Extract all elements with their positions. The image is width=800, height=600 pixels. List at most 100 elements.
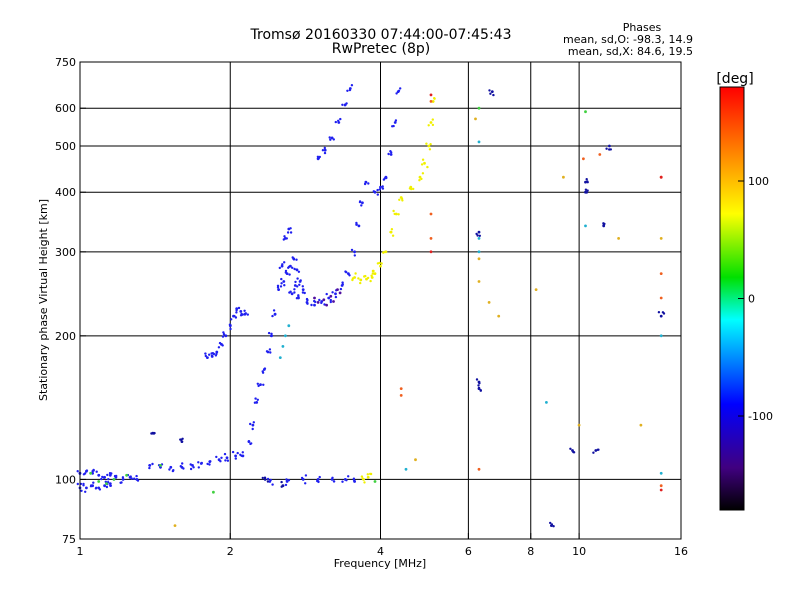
data-point [279,285,283,288]
data-point [338,291,342,295]
colorbar-tick-label: 100 [748,175,769,188]
data-point [598,153,602,156]
data-point [280,277,283,281]
data-point [101,475,104,479]
data-point [497,314,501,318]
data-point [428,148,432,151]
data-point [380,262,383,265]
data-point [357,224,361,228]
data-point [431,118,434,121]
data-point [478,234,481,237]
data-point [562,175,565,179]
data-point [602,224,605,227]
data-point [209,460,212,463]
data-point [345,271,348,274]
data-point [394,119,398,122]
data-point [277,288,280,291]
data-point [108,482,112,485]
data-point [592,451,595,454]
data-point [83,472,87,475]
data-point [281,263,284,266]
data-point [220,456,223,459]
data-point [189,467,193,471]
data-point [262,383,265,386]
data-point [376,188,379,192]
data-point [414,458,417,462]
data-point [285,478,288,481]
data-point [412,187,415,191]
data-point [659,314,663,318]
data-point [370,274,373,277]
data-point [341,480,344,483]
data-point [659,272,663,275]
data-point [617,237,620,240]
data-point [229,327,232,331]
x-tick-label: 2 [227,545,234,558]
data-point [350,248,354,252]
data-point [204,352,207,355]
data-point [334,292,337,296]
data-point [596,448,599,451]
data-point [97,474,101,477]
data-point [363,275,366,278]
data-point [379,185,382,189]
data-point [268,348,272,351]
data-point [293,267,296,271]
data-point [582,157,585,161]
data-point [427,144,431,148]
data-point [92,481,95,484]
data-point [659,488,663,492]
data-point [659,471,663,475]
data-point [379,264,382,268]
data-point [605,147,608,150]
data-point [82,482,85,486]
data-point [418,175,422,179]
data-point [280,264,284,268]
data-point [355,223,358,226]
data-point [323,148,327,152]
data-point [197,461,200,464]
data-point [429,250,433,254]
data-point [410,187,413,191]
data-point [282,280,286,283]
data-point [121,478,125,481]
data-point [148,464,151,467]
data-point [256,398,259,401]
data-point [348,88,352,92]
data-point [269,334,273,338]
data-point [392,209,395,213]
data-point [210,354,214,357]
data-point [103,484,106,488]
data-point [120,481,123,484]
data-point [477,280,481,283]
data-point [328,136,331,139]
colorbar-tick-label: 0 [748,293,755,306]
data-point [269,351,272,354]
data-point [339,287,343,291]
data-point [210,352,213,355]
data-point [135,474,138,478]
data-point [327,296,331,300]
data-point [234,316,238,319]
y-tick-label: 500 [55,140,76,153]
data-point [317,480,320,484]
data-point [429,121,433,124]
data-point [376,262,380,265]
data-point [341,281,344,284]
data-point [659,296,663,300]
data-point [95,470,98,473]
data-point [212,352,216,356]
data-point [584,224,587,228]
data-point [477,230,481,234]
data-point [313,303,316,307]
data-point [297,270,301,273]
data-point [276,284,280,287]
colorbar-tick-label: -100 [748,410,773,423]
data-point [577,423,581,427]
data-point [477,237,481,240]
data-point [179,465,182,468]
data-point [280,282,283,285]
data-point [152,432,156,435]
data-point [285,480,289,483]
